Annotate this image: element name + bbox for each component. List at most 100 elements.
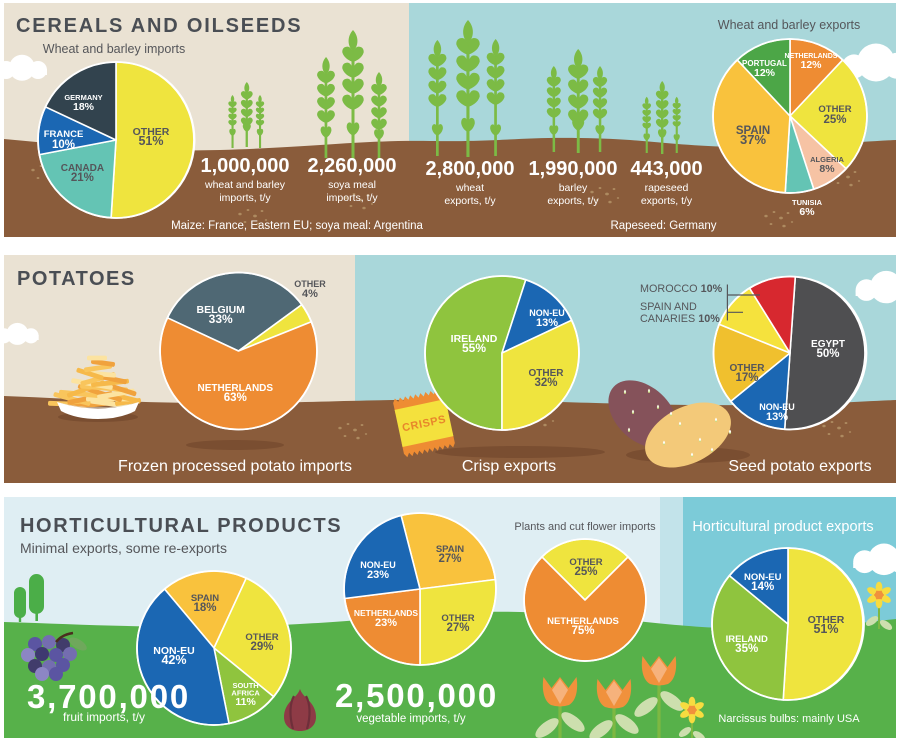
svg-text:fruit imports, t/y: fruit imports, t/y: [63, 710, 145, 724]
svg-text:Frozen processed potato import: Frozen processed potato imports: [118, 458, 352, 475]
svg-text:IRELAND: IRELAND: [451, 333, 498, 345]
svg-text:OTHER: OTHER: [818, 104, 851, 115]
svg-text:rapeseed: rapeseed: [645, 182, 689, 194]
svg-text:SPAIN: SPAIN: [436, 544, 464, 555]
svg-text:6%: 6%: [799, 206, 815, 218]
svg-text:SPAIN AND: SPAIN AND: [640, 301, 697, 313]
svg-text:Rapeseed: Germany: Rapeseed: Germany: [610, 220, 716, 232]
svg-text:Minimal exports, some re-expor: Minimal exports, some re-exports: [20, 540, 227, 556]
svg-text:IRELAND: IRELAND: [726, 634, 768, 645]
svg-text:NETHERLANDS: NETHERLANDS: [198, 383, 274, 394]
svg-text:EGYPT: EGYPT: [811, 339, 845, 350]
svg-text:51%: 51%: [813, 622, 838, 636]
svg-text:NON-EU: NON-EU: [744, 572, 782, 583]
svg-text:18%: 18%: [73, 101, 95, 113]
svg-text:75%: 75%: [571, 625, 594, 637]
svg-text:14%: 14%: [751, 581, 774, 593]
svg-text:Wheat and barley imports: Wheat and barley imports: [43, 42, 185, 56]
svg-text:Narcissus bulbs: mainly USA: Narcissus bulbs: mainly USA: [718, 713, 860, 725]
svg-text:23%: 23%: [367, 569, 389, 581]
svg-text:21%: 21%: [71, 172, 94, 184]
svg-text:27%: 27%: [446, 622, 469, 634]
svg-text:10%: 10%: [52, 139, 75, 151]
svg-text:37%: 37%: [740, 132, 766, 147]
svg-text:25%: 25%: [574, 566, 597, 578]
svg-text:NON-EU: NON-EU: [153, 645, 194, 657]
svg-text:POTATOES: POTATOES: [17, 268, 136, 290]
svg-text:NON-EU: NON-EU: [759, 402, 795, 412]
svg-text:51%: 51%: [138, 134, 163, 148]
svg-text:2,800,000: 2,800,000: [426, 158, 515, 180]
svg-text:32%: 32%: [534, 377, 557, 389]
svg-text:exports, t/y: exports, t/y: [547, 195, 599, 207]
svg-text:443,000: 443,000: [630, 158, 702, 180]
svg-text:CEREALS AND OILSEEDS: CEREALS AND OILSEEDS: [16, 15, 302, 37]
svg-text:wheat and barley: wheat and barley: [204, 179, 286, 191]
svg-text:1,000,000: 1,000,000: [201, 155, 290, 177]
svg-text:Maize: France, Eastern EU; soy: Maize: France, Eastern EU; soya meal: Ar…: [171, 220, 423, 232]
svg-text:NETHERLANDS: NETHERLANDS: [354, 608, 419, 618]
svg-text:42%: 42%: [161, 653, 186, 667]
svg-text:NETHERLANDS: NETHERLANDS: [547, 616, 619, 627]
svg-text:3,700,000: 3,700,000: [27, 678, 190, 715]
svg-text:BELGIUM: BELGIUM: [196, 304, 245, 316]
svg-text:OTHER: OTHER: [529, 368, 565, 379]
svg-text:Horticultural product exports: Horticultural product exports: [692, 519, 873, 535]
svg-text:AFRICA: AFRICA: [231, 689, 260, 698]
svg-text:25%: 25%: [823, 114, 846, 126]
svg-text:NETHERLANDS: NETHERLANDS: [785, 53, 838, 60]
svg-text:29%: 29%: [250, 641, 273, 653]
svg-text:CANADA: CANADA: [61, 163, 104, 174]
svg-text:FRANCE: FRANCE: [44, 129, 84, 140]
svg-text:27%: 27%: [438, 553, 461, 565]
svg-text:TUNISIA: TUNISIA: [792, 198, 823, 207]
svg-text:HORTICULTURAL PRODUCTS: HORTICULTURAL PRODUCTS: [20, 515, 342, 537]
svg-text:GERMANY: GERMANY: [64, 93, 102, 102]
svg-text:wheat: wheat: [455, 182, 484, 194]
svg-text:barley: barley: [559, 182, 588, 194]
svg-text:33%: 33%: [209, 312, 233, 326]
svg-text:OTHER: OTHER: [133, 126, 170, 138]
svg-text:2,500,000: 2,500,000: [335, 677, 498, 714]
svg-text:2,260,000: 2,260,000: [308, 155, 397, 177]
svg-text:OTHER: OTHER: [294, 279, 326, 289]
svg-text:MOROCCO 10%: MOROCCO 10%: [640, 283, 723, 295]
svg-text:50%: 50%: [816, 348, 839, 360]
svg-text:35%: 35%: [735, 643, 758, 655]
svg-text:OTHER: OTHER: [441, 613, 474, 624]
svg-text:NON-EU: NON-EU: [360, 560, 396, 570]
svg-text:13%: 13%: [536, 317, 558, 329]
svg-text:CANARIES 10%: CANARIES 10%: [640, 313, 720, 325]
svg-text:NON-EU: NON-EU: [529, 308, 565, 318]
svg-text:vegetable imports, t/y: vegetable imports, t/y: [356, 713, 466, 725]
svg-text:ALGERIA: ALGERIA: [810, 155, 844, 164]
svg-text:Crisp exports: Crisp exports: [462, 458, 556, 475]
svg-text:12%: 12%: [754, 67, 776, 79]
svg-text:OTHER: OTHER: [730, 363, 766, 374]
svg-text:Plants and cut flower imports: Plants and cut flower imports: [514, 521, 656, 533]
svg-text:12%: 12%: [800, 59, 822, 71]
svg-text:PORTUGAL: PORTUGAL: [742, 59, 787, 68]
svg-text:SPAIN: SPAIN: [736, 125, 770, 137]
svg-text:Seed potato exports: Seed potato exports: [728, 458, 871, 475]
svg-text:63%: 63%: [224, 392, 247, 404]
svg-text:4%: 4%: [302, 288, 318, 300]
svg-text:SPAIN: SPAIN: [191, 593, 219, 604]
svg-text:Wheat and barley exports: Wheat and barley exports: [718, 18, 860, 32]
svg-text:11%: 11%: [235, 696, 256, 708]
svg-text:1,990,000: 1,990,000: [529, 158, 618, 180]
svg-text:OTHER: OTHER: [808, 614, 845, 626]
svg-text:17%: 17%: [735, 372, 758, 384]
svg-text:exports, t/y: exports, t/y: [444, 195, 496, 207]
svg-text:23%: 23%: [375, 617, 397, 629]
svg-text:8%: 8%: [819, 163, 835, 175]
svg-text:OTHER: OTHER: [569, 557, 602, 568]
svg-text:imports, t/y: imports, t/y: [219, 192, 271, 204]
svg-text:SOUTH: SOUTH: [232, 681, 258, 690]
svg-text:18%: 18%: [193, 602, 216, 614]
svg-text:13%: 13%: [766, 411, 788, 423]
svg-text:exports, t/y: exports, t/y: [641, 195, 693, 207]
svg-text:55%: 55%: [462, 341, 486, 355]
svg-text:soya meal: soya meal: [328, 179, 376, 191]
svg-text:OTHER: OTHER: [245, 632, 278, 643]
